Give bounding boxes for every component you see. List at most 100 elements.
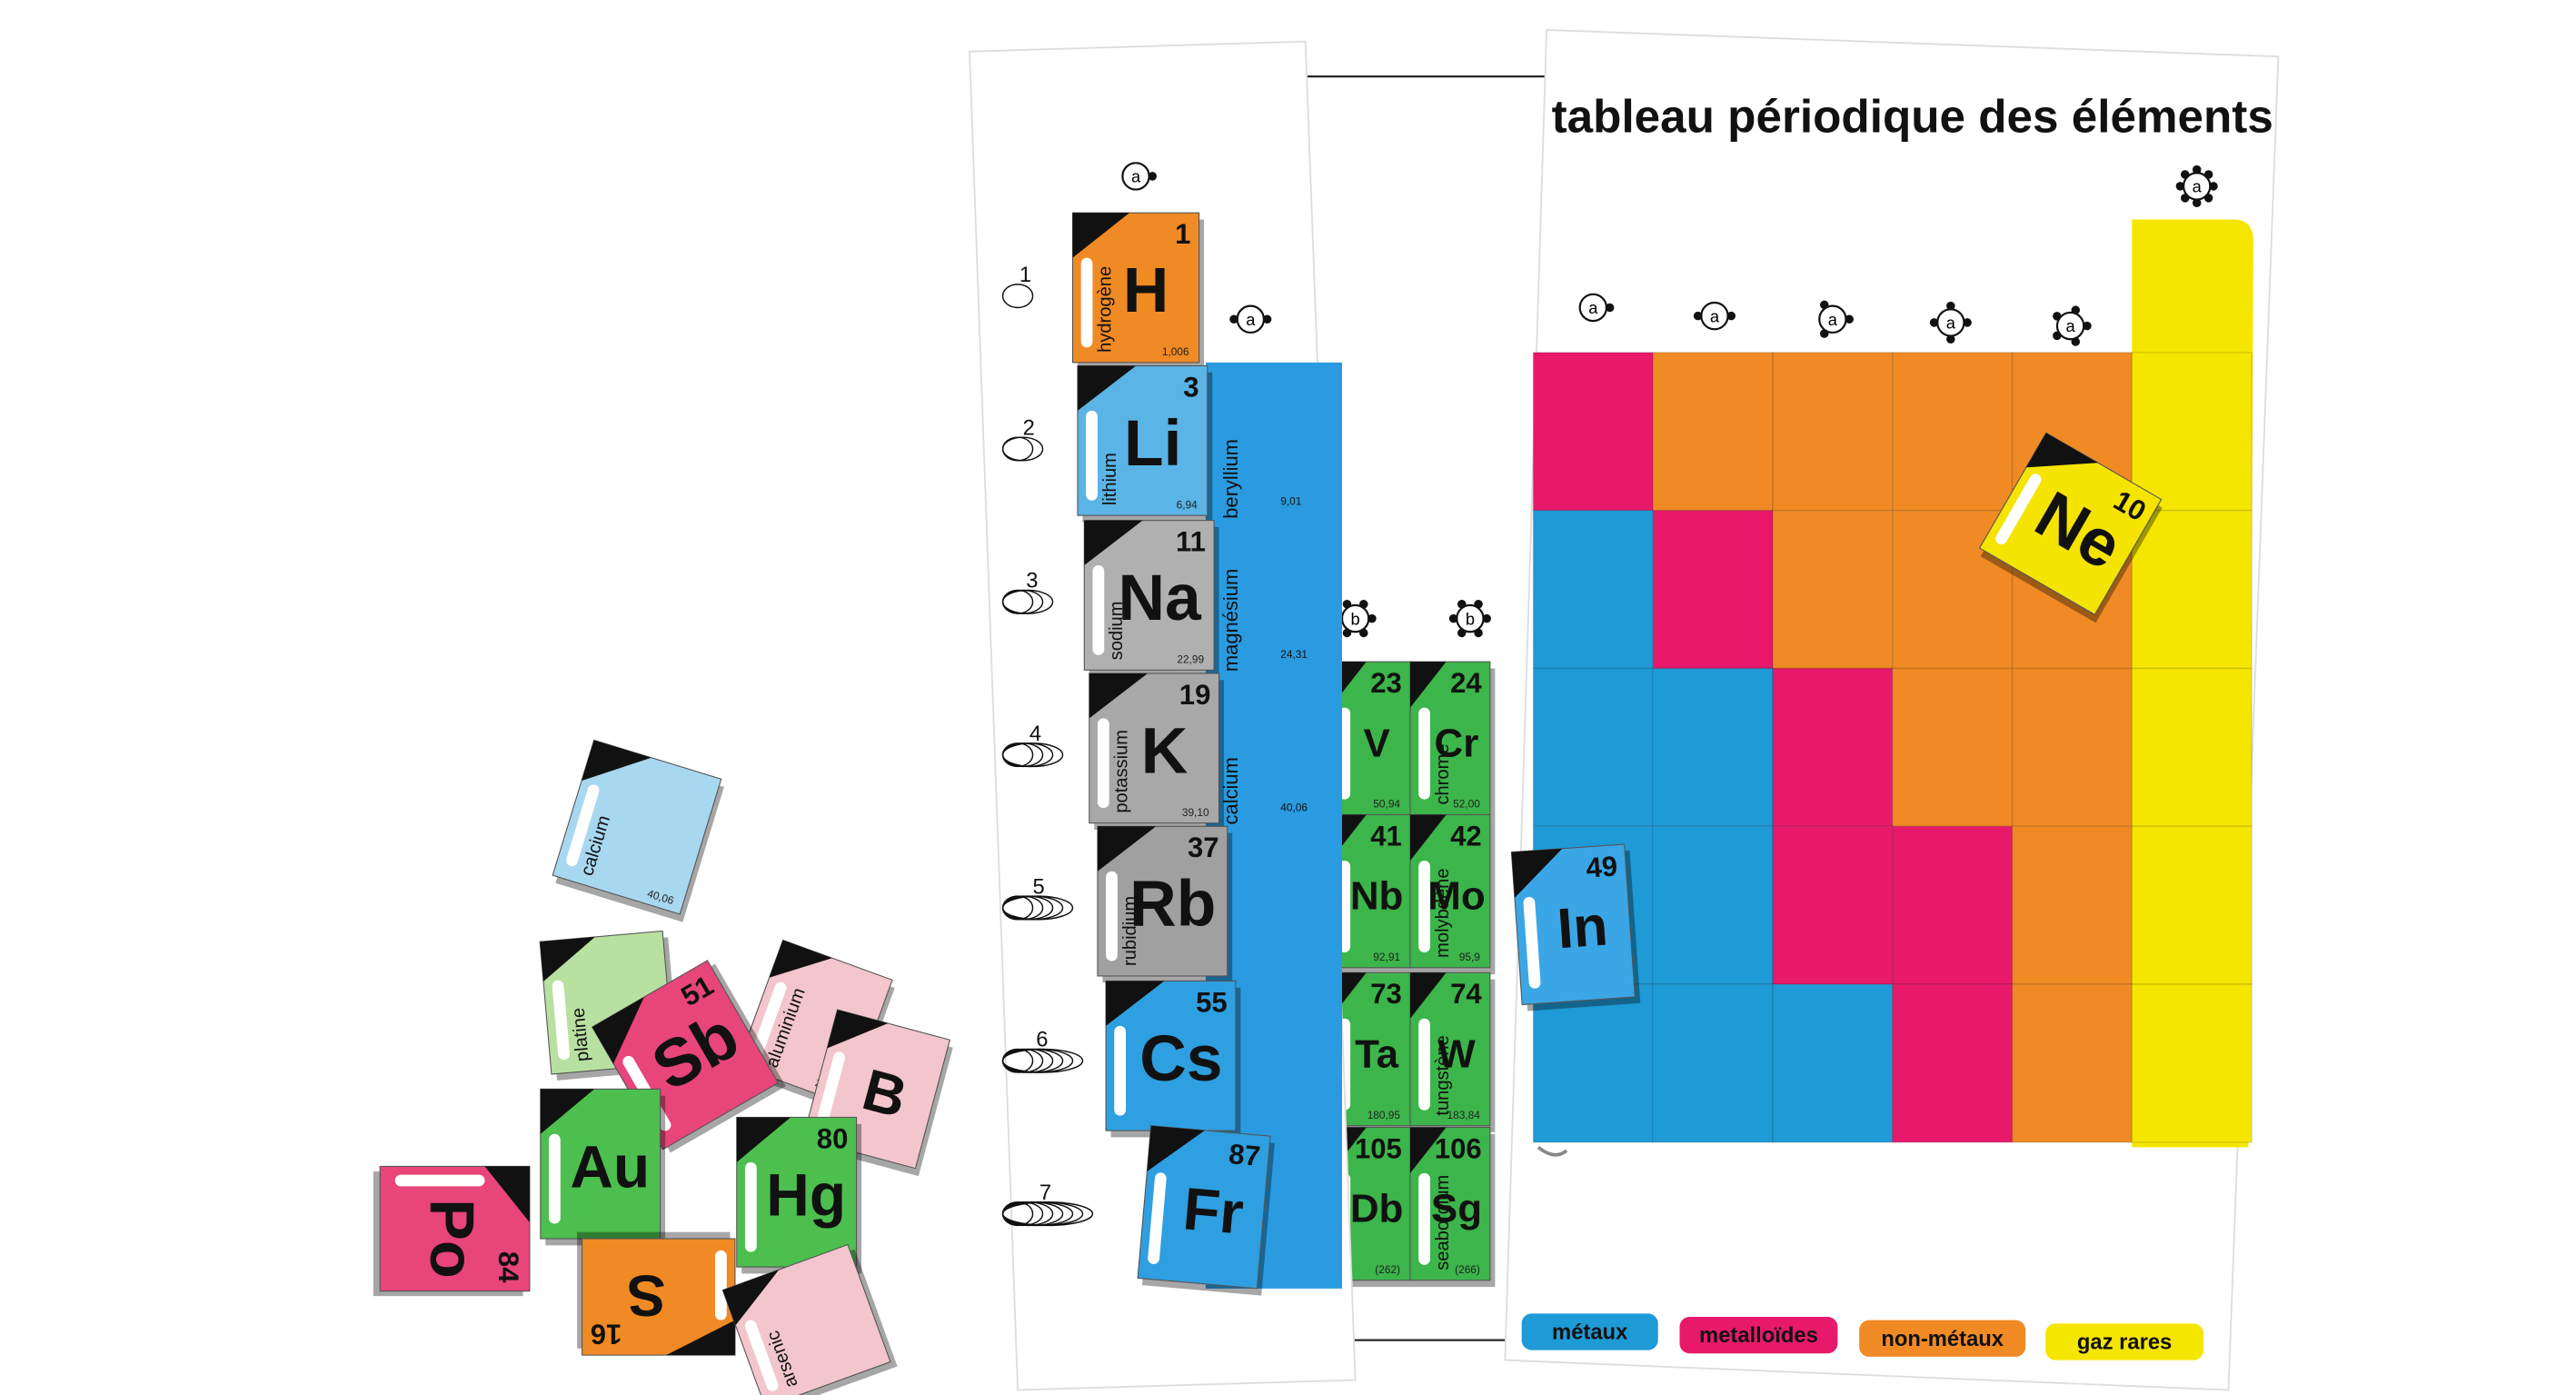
shell-dot (2209, 182, 2218, 191)
element-symbol: Na (1118, 562, 1202, 634)
grid-cell (1652, 825, 1774, 985)
atomic-number: 106 (1435, 1132, 1482, 1164)
atomic-number: 87 (1228, 1138, 1262, 1172)
period-number: 6 (1036, 1028, 1048, 1052)
element-symbol: Au (570, 1132, 650, 1200)
element-name: lithium (1100, 453, 1120, 505)
element-name: magnésium (1219, 569, 1242, 672)
element-name: platine (569, 1007, 593, 1062)
grid-cell (2011, 825, 2133, 985)
element-symbol: Hg (766, 1161, 846, 1228)
tile-face (379, 1165, 531, 1292)
tile-stripe (552, 980, 571, 1061)
element-symbol: In (1556, 895, 1610, 962)
shell-label: b (1466, 609, 1475, 628)
element-symbol: V (1363, 721, 1389, 765)
element-tile: 41 Nb 92,91 (1329, 813, 1416, 975)
tile-stripe (744, 1320, 779, 1391)
element-symbol: Rb (1129, 868, 1216, 941)
shell-dot (2071, 305, 2081, 314)
tile-stripe (751, 981, 787, 1058)
element-tile: arsenic (721, 1243, 898, 1395)
atomic-number: 24 (1450, 667, 1482, 699)
tile-stripe (548, 1133, 561, 1224)
tile-corner (736, 1117, 791, 1162)
tile-face (1978, 432, 2163, 616)
tile-stripe (1106, 871, 1118, 962)
atomic-mass: 39,10 (1182, 806, 1209, 819)
atomic-mass: 180,95 (1368, 1109, 1401, 1121)
arrow (1537, 1145, 1568, 1157)
element-symbol: Po (417, 1199, 487, 1279)
shell-dot (1262, 314, 1272, 324)
legend-pill (2045, 1323, 2204, 1360)
tile-corner (2025, 433, 2098, 468)
atomic-number: 84 (492, 1251, 524, 1283)
element-name: beryllium (1219, 439, 1242, 519)
tile-corner (1511, 848, 1563, 898)
element-symbol: Li (1124, 407, 1181, 480)
atomic-number: 16 (591, 1318, 622, 1350)
tile-stripe (815, 1051, 846, 1130)
period-number: 1 (1019, 263, 1031, 287)
atomic-number: 42 (1450, 820, 1482, 852)
tile-face (1089, 673, 1220, 824)
legend-label: non-métaux (1881, 1327, 2004, 1351)
element-tile: Au (540, 1088, 666, 1246)
orbit (1001, 1048, 1084, 1073)
atomic-number: 105 (1355, 1132, 1402, 1164)
tile-stripe (566, 784, 600, 867)
element-name: tungstène (1433, 1035, 1453, 1115)
shell-label: a (1131, 167, 1141, 186)
shell-dot (1474, 628, 1483, 638)
shell-dot (1693, 311, 1703, 321)
shell-dot (1148, 172, 1158, 181)
shell-label: a (1828, 310, 1838, 329)
atomic-number: 11 (1176, 525, 1206, 557)
shell-dot (1963, 318, 1972, 327)
shell-dot (1474, 599, 1483, 609)
shell-dot (1359, 599, 1368, 609)
shell-dot (2181, 194, 2190, 203)
legend-label: métaux (1552, 1320, 1628, 1345)
tile-corner (540, 1089, 595, 1134)
atomic-mass: (266) (1455, 1263, 1480, 1276)
grid-cell (1532, 352, 1654, 512)
tile-stripe (714, 1250, 727, 1320)
atomic-number: 37 (1188, 832, 1219, 863)
element-name: hydrogène (1095, 266, 1115, 353)
tile-corner (582, 740, 651, 782)
period-number: 4 (1029, 722, 1041, 746)
atomic-mass: 50,94 (1373, 798, 1400, 811)
tile-face (1137, 1125, 1271, 1290)
atomic-number: 19 (1179, 679, 1211, 711)
shell-dot (1342, 599, 1352, 609)
grid-cell (1772, 825, 1894, 985)
atomic-mass: 6,94 (1177, 498, 1198, 511)
shell-dot (1457, 628, 1467, 638)
tile-stripe (1418, 860, 1430, 952)
atomic-mass: 52,00 (1453, 798, 1480, 811)
tile-corner (540, 936, 595, 981)
orbit (1001, 1201, 1094, 1227)
shell-dot (2203, 170, 2213, 179)
tile-stripe (1418, 707, 1430, 800)
atomic-number: 3 (1183, 371, 1198, 403)
legend-pill (1521, 1313, 1658, 1350)
period-number: 5 (1033, 874, 1045, 899)
shell-dot (1845, 314, 1854, 324)
tile-stripe (1114, 1025, 1127, 1116)
shell-label: a (1710, 306, 1720, 325)
element-symbol: H (1123, 254, 1169, 325)
legend-pill (1859, 1320, 2026, 1357)
